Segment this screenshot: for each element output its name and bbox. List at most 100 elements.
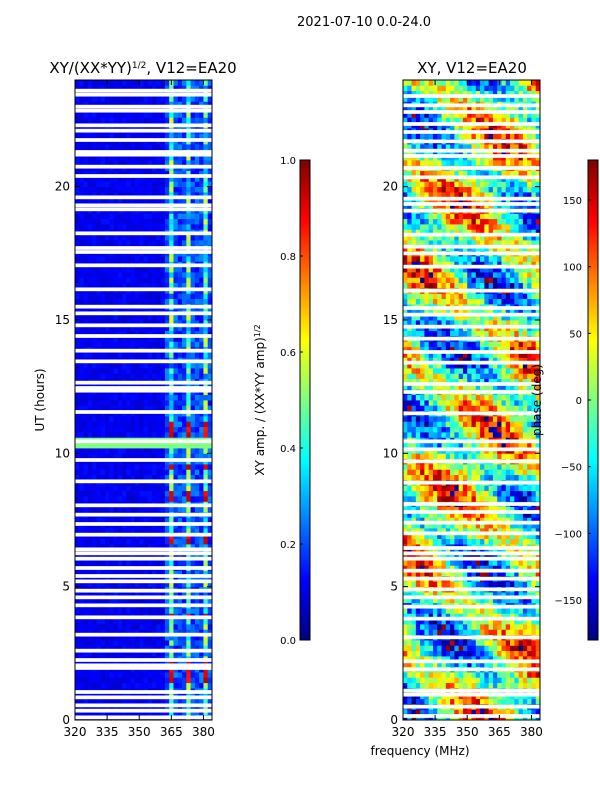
heatmap-cell: [139, 640, 144, 646]
heatmap-cell: [207, 320, 213, 326]
heatmap-cell: [182, 592, 187, 598]
heatmap-cell: [122, 181, 127, 188]
heatmap-cell: [113, 197, 119, 204]
heatmap-cell: [75, 629, 80, 636]
heatmap-cell: [152, 634, 157, 641]
heatmap-cell: [182, 645, 187, 652]
heatmap-cell: [87, 373, 93, 380]
heatmap-cell: [117, 352, 123, 358]
heatmap-cell: [130, 469, 136, 476]
heatmap-cell: [186, 394, 191, 401]
heatmap-cell: [126, 394, 132, 401]
heatmap-cell: [182, 362, 187, 369]
heatmap-cell: [160, 672, 166, 678]
heatmap-cell: [203, 293, 209, 300]
heatmap-cell: [87, 197, 93, 204]
heatmap-cell: [117, 186, 123, 193]
heatmap-cell: [173, 432, 179, 438]
heatmap-cell: [75, 506, 80, 513]
heatmap-cell: [475, 581, 481, 588]
heatmap-cell: [199, 597, 204, 604]
heatmap-cell: [480, 640, 485, 646]
heatmap-cell: [531, 645, 537, 652]
heatmap-cell: [152, 448, 157, 454]
heatmap-cell: [458, 682, 464, 689]
heatmap-cell: [156, 426, 162, 433]
heatmap-cell: [164, 282, 170, 289]
heatmap-cell: [177, 490, 183, 497]
phase-heatmap: [403, 80, 541, 721]
heatmap-cell: [75, 485, 80, 492]
heatmap-cell: [152, 117, 157, 124]
heatmap-cell: [117, 272, 123, 278]
heatmap-cell: [147, 154, 153, 161]
heatmap-cell: [104, 192, 110, 198]
heatmap-cell: [518, 645, 524, 652]
heatmap-cell: [83, 341, 89, 348]
heatmap-cell: [126, 469, 132, 476]
heatmap-cell: [186, 112, 191, 118]
heatmap-cell: [177, 117, 183, 124]
heatmap-cell: [117, 336, 123, 342]
heatmap-cell: [505, 645, 511, 652]
heatmap-cell: [522, 613, 528, 620]
heatmap-cell: [441, 613, 447, 620]
heatmap-cell: [122, 650, 127, 657]
heatmap-cell: [522, 629, 528, 636]
phase-title: XY, V12=EA20: [417, 59, 527, 77]
heatmap-cell: [113, 698, 119, 705]
heatmap-cell: [134, 570, 140, 577]
heatmap-cell: [164, 368, 170, 374]
heatmap-cell: [117, 277, 123, 284]
heatmap-cell: [143, 330, 149, 337]
heatmap-cell: [186, 645, 191, 652]
heatmap-cell: [122, 634, 127, 641]
heatmap-cell: [117, 400, 123, 406]
heatmap-cell: [411, 677, 417, 684]
heatmap-cell: [190, 448, 196, 454]
heatmap-cell: [177, 485, 183, 492]
heatmap-cell: [117, 282, 123, 289]
heatmap-cell: [134, 432, 140, 438]
heatmap-cell: [424, 672, 430, 678]
heatmap-cell: [139, 176, 144, 182]
heatmap-cell: [510, 645, 515, 652]
heatmap-cell: [83, 197, 89, 204]
heatmap-cell: [87, 405, 93, 412]
heatmap-cell: [488, 629, 494, 636]
heatmap-cell: [450, 592, 455, 598]
heatmap-cell: [156, 618, 162, 625]
heatmap-cell: [147, 176, 153, 182]
heatmap-cell: [484, 650, 490, 657]
heatmap-cell: [156, 101, 162, 108]
heatmap-cell: [126, 592, 132, 598]
heatmap-cell: [510, 565, 515, 572]
heatmap-cell: [143, 608, 149, 614]
heatmap-cell: [156, 213, 162, 220]
heatmap-cell: [113, 160, 119, 166]
heatmap-cell: [207, 453, 213, 460]
heatmap-cell: [109, 112, 114, 118]
heatmap-cell: [475, 629, 481, 636]
heatmap-cell: [130, 592, 136, 598]
heatmap-cell: [164, 672, 170, 678]
heatmap-cell: [79, 624, 84, 630]
heatmap-cell: [505, 613, 511, 620]
heatmap-cell: [143, 234, 149, 241]
heatmap-cell: [134, 234, 140, 241]
heatmap-cell: [407, 608, 412, 614]
heatmap-cell: [104, 85, 110, 92]
heatmap-cell: [437, 565, 442, 572]
heatmap-cell: [100, 608, 106, 614]
flagged-row: [75, 104, 212, 109]
heatmap-cell: [407, 672, 412, 678]
heatmap-cell: [207, 448, 213, 454]
heatmap-cell: [207, 256, 213, 262]
heatmap-cell: [75, 698, 80, 705]
heatmap-cell: [152, 405, 157, 412]
heatmap-cell: [411, 672, 417, 678]
heatmap-cell: [92, 144, 97, 150]
heatmap-cell: [152, 538, 157, 545]
heatmap-cell: [83, 352, 89, 358]
heatmap-cell: [79, 112, 84, 118]
